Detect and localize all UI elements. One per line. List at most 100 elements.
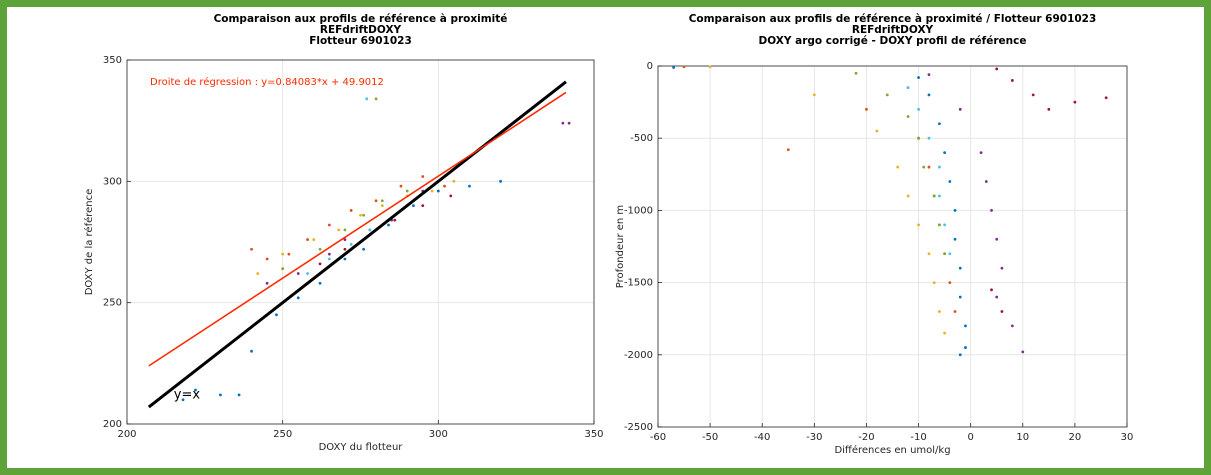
point — [281, 252, 285, 256]
point — [362, 247, 366, 251]
point — [708, 65, 712, 69]
point — [296, 296, 300, 300]
point — [343, 228, 347, 232]
point — [995, 237, 999, 241]
x-tick-label: -50 — [702, 432, 718, 443]
point — [938, 194, 941, 198]
point — [896, 165, 900, 169]
point — [1031, 93, 1035, 97]
chart-title: DOXY argo corrigé - DOXY profil de référ… — [759, 35, 1027, 47]
point — [1000, 266, 1004, 270]
point — [343, 238, 347, 241]
x-tick-label: 0 — [967, 432, 973, 443]
point — [275, 313, 278, 317]
line-label: y=x — [174, 388, 201, 403]
point — [953, 310, 957, 313]
point — [927, 93, 931, 97]
point — [365, 97, 369, 101]
point — [943, 151, 947, 155]
point — [1000, 310, 1004, 313]
point — [953, 237, 957, 241]
point — [287, 252, 291, 256]
point — [312, 238, 316, 241]
x-tick-label: 20 — [1069, 432, 1082, 443]
point — [368, 228, 372, 232]
y-tick-label: 250 — [103, 298, 122, 309]
point — [343, 257, 347, 261]
point — [1073, 100, 1077, 104]
point — [854, 71, 858, 75]
x-tick-label: -10 — [910, 432, 926, 443]
point — [374, 199, 378, 203]
point — [786, 148, 790, 152]
point — [953, 209, 957, 212]
point — [436, 189, 440, 193]
point — [906, 86, 910, 90]
x-tick-label: 200 — [117, 429, 136, 440]
x-tick-label: 10 — [1016, 432, 1029, 443]
point — [943, 223, 947, 227]
point — [1010, 79, 1014, 82]
point — [337, 228, 341, 232]
point — [958, 353, 962, 357]
point — [943, 252, 947, 256]
point — [865, 107, 868, 111]
point — [958, 107, 962, 111]
chart-title: Flotteur 6901023 — [309, 35, 412, 47]
point — [964, 324, 967, 328]
point — [318, 247, 322, 251]
x-axis-label: Différences en umol/kg — [834, 444, 950, 456]
point — [421, 204, 425, 208]
line — [147, 80, 567, 409]
x-tick-label: 350 — [584, 429, 603, 440]
y-tick-label: 0 — [647, 61, 653, 72]
point — [938, 310, 941, 313]
point — [380, 199, 384, 203]
point — [990, 288, 993, 292]
point — [927, 252, 931, 256]
y-tick-label: -500 — [630, 133, 653, 144]
point — [927, 165, 931, 169]
plot-box — [657, 65, 1128, 428]
point — [979, 151, 983, 155]
point — [927, 136, 931, 140]
plot-box — [126, 59, 595, 425]
y-axis-label: Profondeur en m — [615, 205, 626, 288]
point — [672, 66, 676, 69]
point — [958, 266, 962, 270]
x-tick-label: 250 — [273, 429, 292, 440]
point — [306, 238, 309, 241]
point — [452, 179, 456, 183]
point — [875, 129, 879, 133]
point — [219, 393, 222, 397]
x-tick-label: -40 — [754, 432, 770, 443]
point — [917, 107, 920, 111]
y-tick-label: -1000 — [624, 205, 653, 216]
point — [412, 204, 415, 208]
line — [148, 91, 567, 367]
point — [995, 295, 999, 299]
point — [906, 115, 910, 118]
point — [812, 93, 816, 97]
point — [885, 93, 889, 97]
x-tick-label: 300 — [429, 429, 448, 440]
point — [318, 281, 322, 285]
point — [405, 189, 409, 193]
point — [237, 393, 241, 397]
point — [181, 398, 185, 402]
point — [948, 180, 952, 183]
point — [964, 346, 967, 349]
point — [906, 194, 910, 198]
point — [938, 165, 941, 169]
point — [421, 175, 425, 178]
y-tick-label: 300 — [103, 176, 122, 187]
line-label: Droite de régression : y=0.84083*x + 49.… — [150, 76, 384, 88]
point — [682, 65, 686, 69]
x-tick-label: -30 — [806, 432, 822, 443]
point — [948, 252, 952, 256]
point — [281, 267, 285, 271]
y-tick-label: -2500 — [624, 422, 653, 433]
point — [943, 331, 947, 335]
point — [917, 223, 920, 227]
point — [932, 194, 936, 198]
